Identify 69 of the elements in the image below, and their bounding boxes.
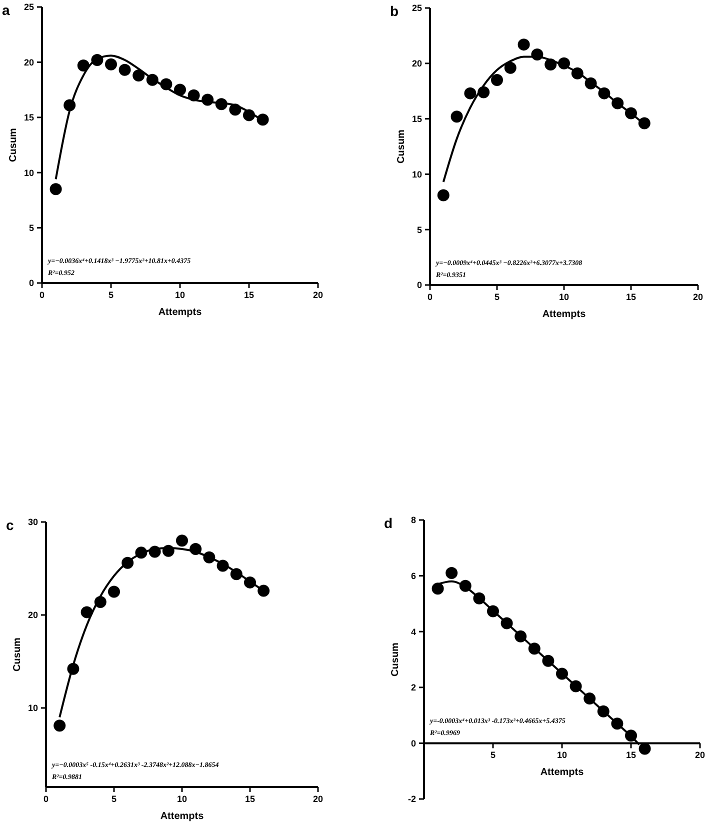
point [54, 720, 66, 732]
x-tick-label: 5 [108, 290, 114, 300]
point [176, 534, 188, 547]
y-tick-label: 25 [24, 2, 34, 12]
y-tick-label: 20 [28, 610, 38, 620]
y-tick-label: 30 [28, 517, 38, 528]
x-tick-label: 10 [558, 292, 570, 302]
point [77, 60, 90, 72]
y-tick-label: 5 [28, 222, 34, 233]
x-tick-label: 15 [244, 290, 254, 300]
x-tick-label: 20 [312, 794, 324, 804]
x-tick-label: 5 [490, 750, 496, 760]
x-tick-label: 10 [556, 750, 568, 760]
y-tick-label: 25 [412, 3, 422, 14]
x-axis-title: Attempts [158, 307, 202, 318]
x-tick-label: 20 [694, 750, 706, 760]
x-tick-label: 10 [176, 794, 188, 804]
y-tick-label: 0 [416, 280, 422, 290]
y-tick-label: 4 [410, 626, 416, 637]
y-tick-label: 2 [410, 682, 416, 693]
y-axis-title: Cusum [8, 128, 19, 162]
x-tick-label: 5 [494, 292, 500, 302]
x-tick-label: 5 [111, 794, 117, 804]
y-tick-label: 10 [24, 168, 34, 178]
x-tick-label: 0 [43, 794, 49, 804]
point [50, 183, 62, 196]
x-tick-label: 10 [174, 290, 186, 300]
y-axis-title: Cusum [390, 642, 401, 676]
point [105, 58, 117, 70]
chart-title: b [390, 3, 399, 19]
chart-title: c [6, 517, 14, 533]
y-tick-label: 20 [24, 57, 34, 68]
y-tick-label: 20 [412, 58, 422, 69]
point [118, 64, 131, 76]
point [437, 189, 450, 202]
point [491, 74, 503, 86]
point [108, 586, 120, 598]
point [638, 742, 651, 755]
point [450, 110, 463, 123]
point [464, 87, 476, 100]
y-tick-label: 0 [28, 278, 34, 288]
y-tick-label: 15 [24, 112, 34, 123]
x-tick-label: 15 [626, 750, 636, 760]
y-tick-label: 10 [28, 703, 38, 714]
y-tick-label: 5 [416, 224, 422, 235]
x-tick-label: 20 [312, 290, 324, 300]
chart-title: a [2, 2, 10, 18]
y-tick-label: 15 [412, 114, 422, 124]
x-tick-label: 0 [39, 290, 45, 300]
y-tick-label: 10 [412, 169, 422, 180]
x-axis-title: Attempts [542, 309, 586, 320]
point [504, 62, 516, 74]
chart-title: d [384, 515, 393, 531]
point [446, 567, 458, 580]
y-tick-label: 8 [410, 515, 416, 526]
point [432, 582, 444, 595]
x-tick-label: 0 [427, 292, 433, 302]
x-axis-title: Attempts [160, 811, 204, 822]
y-tick-label: 0 [410, 738, 416, 748]
x-axis-title: Attempts [540, 767, 584, 778]
x-tick-label: 15 [244, 794, 256, 804]
point [132, 69, 145, 82]
y-tick-label: -2 [408, 794, 416, 804]
point [518, 38, 530, 51]
x-tick-label: 15 [626, 292, 636, 302]
y-axis-title: Cusum [396, 129, 407, 164]
x-tick-label: 20 [692, 292, 704, 302]
y-axis-title: Cusum [12, 637, 23, 672]
y-tick-label: 6 [410, 570, 416, 581]
